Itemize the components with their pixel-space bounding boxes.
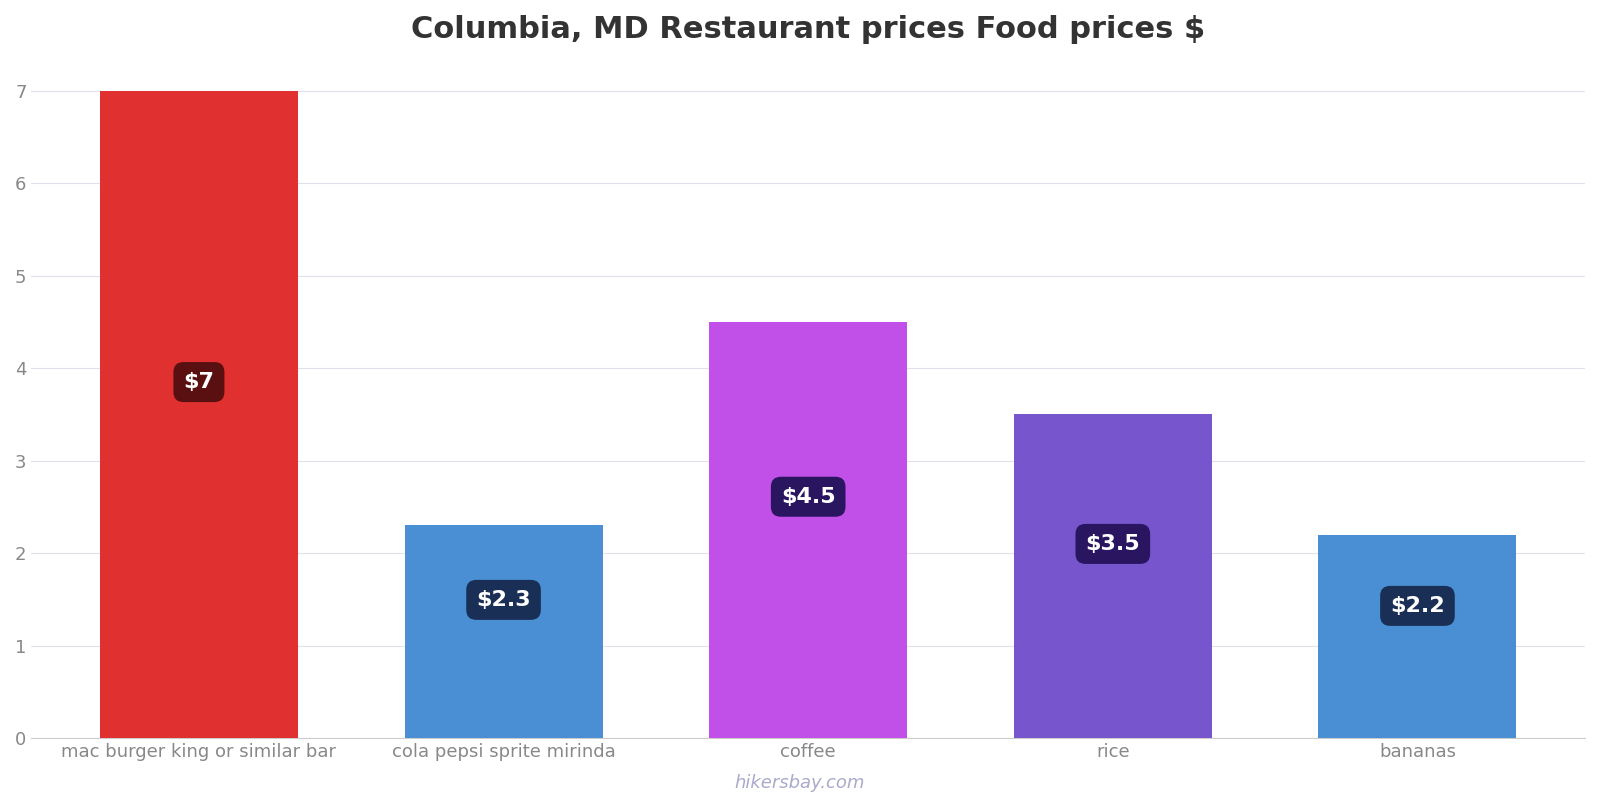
Bar	[99, 90, 298, 738]
Text: $2.2: $2.2	[1390, 596, 1445, 616]
Bar	[1014, 414, 1211, 738]
Text: $2.3: $2.3	[477, 590, 531, 610]
Bar	[405, 526, 603, 738]
Bar	[1318, 534, 1517, 738]
Bar	[709, 322, 907, 738]
Text: $4.5: $4.5	[781, 486, 835, 506]
Text: $7: $7	[184, 372, 214, 392]
Text: hikersbay.com: hikersbay.com	[734, 774, 866, 792]
Title: Columbia, MD Restaurant prices Food prices $: Columbia, MD Restaurant prices Food pric…	[411, 15, 1205, 44]
Text: $3.5: $3.5	[1085, 534, 1141, 554]
